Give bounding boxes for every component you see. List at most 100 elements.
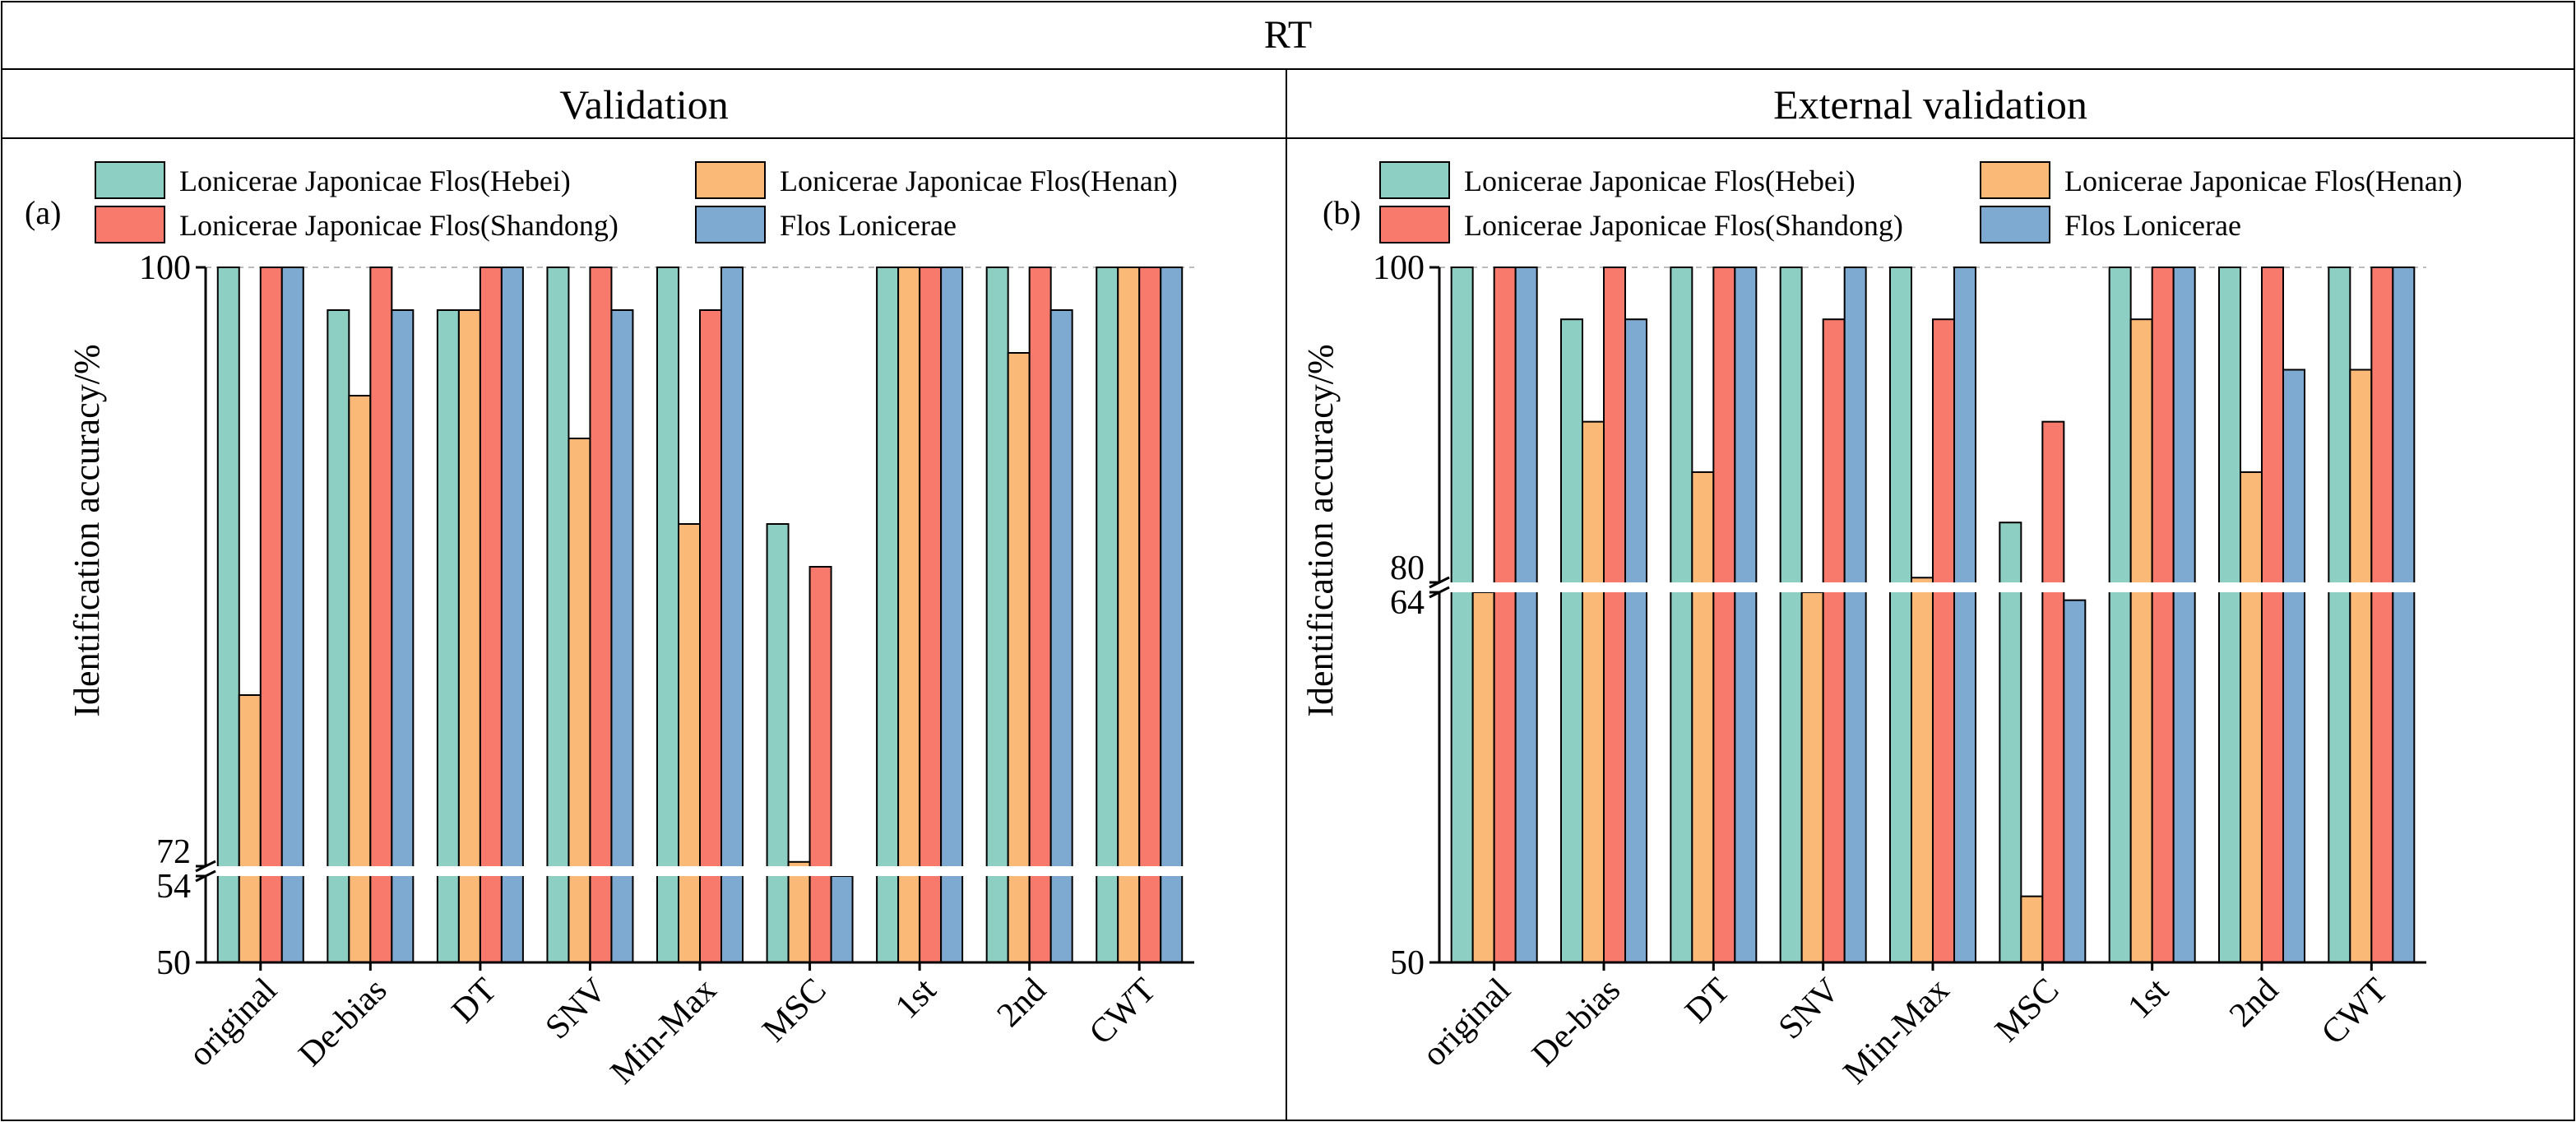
bar-cwt-lonicerae-japonicae-flos-shandong xyxy=(2370,267,2394,963)
bar-2nd-lonicerae-japonicae-flos-henan xyxy=(2240,471,2263,963)
bar-de-bias-lonicerae-japonicae-flos-henan xyxy=(348,395,372,963)
bar-snv-lonicerae-japonicae-flos-hebei xyxy=(546,267,570,963)
bar-de-bias-lonicerae-japonicae-flos-hebei xyxy=(327,309,350,963)
legend-swatch-shandong xyxy=(95,206,165,243)
legend-label-hebei: Lonicerae Japonicae Flos(Hebei) xyxy=(179,165,571,197)
bar-dt-lonicerae-japonicae-flos-hebei xyxy=(1670,267,1693,963)
y-tick-label-50: 50 xyxy=(156,944,191,982)
bar-dt-lonicerae-japonicae-flos-hebei xyxy=(436,309,460,963)
bar-msc-lonicerae-japonicae-flos-henan xyxy=(2020,895,2044,963)
bar-de-bias-lonicerae-japonicae-flos-shandong xyxy=(1603,267,1626,963)
bar-min-max-flos-lonicerae xyxy=(720,267,744,963)
bar-dt-lonicerae-japonicae-flos-shandong xyxy=(1712,267,1736,963)
legend: Lonicerae Japonicae Flos(Hebei) Lonicera… xyxy=(1379,161,2462,243)
bar-cwt-lonicerae-japonicae-flos-hebei xyxy=(1096,267,1119,963)
legend: Lonicerae Japonicae Flos(Hebei) Lonicera… xyxy=(95,161,1178,243)
bar-msc-lonicerae-japonicae-flos-henan xyxy=(787,860,811,964)
panel-a-title: Validation xyxy=(559,81,729,128)
bar-min-max-lonicerae-japonicae-flos-hebei xyxy=(656,267,679,963)
bar-snv-lonicerae-japonicae-flos-shandong xyxy=(589,267,613,963)
bar-snv-lonicerae-japonicae-flos-shandong xyxy=(1822,318,1846,963)
legend-swatch-flos xyxy=(695,206,766,243)
legend-swatch-hebei xyxy=(1379,161,1450,199)
bar-original-flos-lonicerae xyxy=(280,267,304,963)
legend-swatch-henan xyxy=(1980,161,2050,199)
bar-min-max-flos-lonicerae xyxy=(1953,267,1976,963)
bar-dt-flos-lonicerae xyxy=(500,267,524,963)
bar-de-bias-lonicerae-japonicae-flos-hebei xyxy=(1560,318,1583,963)
bar-min-max-lonicerae-japonicae-flos-henan xyxy=(1911,577,1934,963)
axis-break-band xyxy=(1434,582,2431,592)
y-tick-label-100: 100 xyxy=(1373,249,1425,287)
bar-dt-flos-lonicerae xyxy=(1734,267,1758,963)
bar-1st-lonicerae-japonicae-flos-hebei xyxy=(2108,267,2132,963)
bar-1st-flos-lonicerae xyxy=(940,267,964,963)
bar-original-lonicerae-japonicae-flos-hebei xyxy=(216,267,240,963)
y-axis-label: Identification accuracy/% xyxy=(67,344,107,716)
bar-snv-lonicerae-japonicae-flos-henan xyxy=(568,438,591,963)
panel-a-label: (a) xyxy=(25,194,61,231)
bar-cwt-lonicerae-japonicae-flos-shandong xyxy=(1138,267,1162,963)
bar-2nd-flos-lonicerae xyxy=(2282,369,2305,964)
bar-msc-flos-lonicerae xyxy=(830,875,854,963)
bar-original-lonicerae-japonicae-flos-shandong xyxy=(1493,267,1517,963)
legend-swatch-flos xyxy=(1980,206,2050,243)
bar-2nd-lonicerae-japonicae-flos-hebei xyxy=(985,267,1009,963)
bar-de-bias-lonicerae-japonicae-flos-henan xyxy=(1582,420,1605,963)
bar-1st-lonicerae-japonicae-flos-shandong xyxy=(919,267,943,963)
legend-label-shandong: Lonicerae Japonicae Flos(Shandong) xyxy=(1464,209,1903,242)
bar-msc-flos-lonicerae xyxy=(2063,599,2087,964)
legend-label-hebei: Lonicerae Japonicae Flos(Hebei) xyxy=(1464,165,1856,197)
legend-swatch-hebei xyxy=(95,161,165,199)
axis-break-band xyxy=(201,866,1199,876)
bar-snv-lonicerae-japonicae-flos-henan xyxy=(1800,591,1824,963)
bar-dt-lonicerae-japonicae-flos-henan xyxy=(457,309,481,963)
bar-2nd-lonicerae-japonicae-flos-henan xyxy=(1007,352,1031,963)
bar-de-bias-flos-lonicerae xyxy=(1624,318,1647,963)
bar-msc-lonicerae-japonicae-flos-hebei xyxy=(766,523,790,963)
y-tick-label-80: 80 xyxy=(1390,549,1425,587)
panel-b-label: (b) xyxy=(1323,194,1361,231)
y-tick-label-100: 100 xyxy=(139,249,191,287)
bar-original-lonicerae-japonicae-flos-hebei xyxy=(1450,267,1474,963)
legend-label-henan: Lonicerae Japonicae Flos(Henan) xyxy=(2064,165,2462,197)
y-tick-label-50: 50 xyxy=(1390,944,1425,982)
bar-original-lonicerae-japonicae-flos-shandong xyxy=(259,267,283,963)
legend-label-henan: Lonicerae Japonicae Flos(Henan) xyxy=(780,165,1178,197)
bar-min-max-lonicerae-japonicae-flos-shandong xyxy=(1932,318,1955,963)
bar-snv-lonicerae-japonicae-flos-hebei xyxy=(1779,267,1803,963)
bar-1st-lonicerae-japonicae-flos-hebei xyxy=(876,267,900,963)
bar-min-max-lonicerae-japonicae-flos-shandong xyxy=(699,309,722,963)
legend-label-flos: Flos Lonicerae xyxy=(780,209,957,242)
y-tick-label-72: 72 xyxy=(156,833,191,871)
bar-2nd-flos-lonicerae xyxy=(1049,309,1073,963)
bar-1st-flos-lonicerae xyxy=(2172,267,2196,963)
legend-label-shandong: Lonicerae Japonicae Flos(Shandong) xyxy=(179,209,619,242)
bar-2nd-lonicerae-japonicae-flos-hebei xyxy=(2218,267,2241,963)
bar-de-bias-flos-lonicerae xyxy=(391,309,415,963)
bar-dt-lonicerae-japonicae-flos-henan xyxy=(1691,471,1715,963)
bar-min-max-lonicerae-japonicae-flos-henan xyxy=(678,523,701,963)
bar-original-flos-lonicerae xyxy=(1514,267,1538,963)
figure-title: RT xyxy=(1264,13,1312,57)
legend-swatch-shandong xyxy=(1379,206,1450,243)
bar-1st-lonicerae-japonicae-flos-henan xyxy=(897,267,921,963)
bar-snv-flos-lonicerae xyxy=(1843,267,1867,963)
bar-min-max-lonicerae-japonicae-flos-hebei xyxy=(1889,267,1912,963)
panel-b-title: External validation xyxy=(1773,81,2087,128)
bar-2nd-lonicerae-japonicae-flos-shandong xyxy=(1028,267,1052,963)
bar-msc-lonicerae-japonicae-flos-shandong xyxy=(808,566,832,963)
y-axis-label: Identification accuracy/% xyxy=(1300,344,1341,716)
bar-original-lonicerae-japonicae-flos-henan xyxy=(1471,591,1495,963)
bar-de-bias-lonicerae-japonicae-flos-shandong xyxy=(369,267,393,963)
bars xyxy=(216,267,1184,964)
bar-original-lonicerae-japonicae-flos-henan xyxy=(238,694,262,963)
chart-panel-validation: (a) Lonicerae Japonicae Flos(Hebei) Loni… xyxy=(25,161,1199,1092)
bar-dt-lonicerae-japonicae-flos-shandong xyxy=(479,267,503,963)
bar-2nd-lonicerae-japonicae-flos-shandong xyxy=(2261,267,2284,963)
bar-cwt-lonicerae-japonicae-flos-hebei xyxy=(2328,267,2351,963)
bar-1st-lonicerae-japonicae-flos-shandong xyxy=(2151,267,2175,963)
bar-cwt-lonicerae-japonicae-flos-henan xyxy=(2349,369,2373,964)
bar-msc-lonicerae-japonicae-flos-shandong xyxy=(2041,420,2065,963)
